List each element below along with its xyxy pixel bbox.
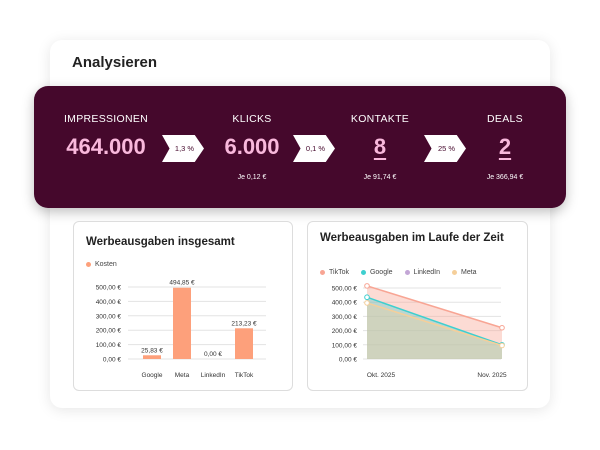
stage-value-link[interactable]: 2 (498, 134, 512, 159)
stage-value: 464.000 (66, 134, 146, 159)
data-label: 0,00 € (204, 351, 222, 358)
bar (235, 328, 253, 359)
stage-cost: Je 366,94 € (486, 174, 524, 181)
chart-title: Werbeausgaben insgesamt (86, 236, 235, 248)
legend-dot-icon (452, 269, 458, 275)
legend-label: Google (369, 269, 393, 276)
stage-label: IMPRESSIONEN (63, 113, 149, 125)
stage-label: KLICKS (232, 113, 272, 125)
bar-chart: 0,00 € 100,00 € 200,00 € 300,00 € 400,00 € 50… (96, 280, 266, 379)
area-tiktok (367, 285, 502, 359)
y-tick-label: 200,00 € (96, 328, 122, 335)
y-tick-label: 300,00 € (332, 314, 358, 321)
stage-cost: Je 0,12 € (237, 174, 267, 181)
x-tick-label: Nov. 2025 (477, 372, 507, 379)
stage-label: KONTAKTE (350, 113, 410, 125)
y-tick-label: 500,00 € (332, 286, 358, 293)
line-tiktok (366, 285, 503, 329)
legend-item[interactable]: Meta (452, 268, 477, 277)
stage-value: 6.000 (224, 134, 280, 159)
legend-item[interactable]: LinkedIn (404, 268, 441, 277)
bar (173, 287, 191, 359)
funnel-banner: IMPRESSIONEN 464.000 1,3 % KLICKS 6.000 … (34, 86, 566, 208)
legend-dot-icon (320, 269, 325, 275)
y-tick-label: 200,00 € (332, 328, 358, 335)
total-spend-panel: Werbeausgaben insgesamt Kosten 0,00 € 100… (73, 221, 293, 391)
legend-label: Kosten (95, 261, 117, 268)
data-point (499, 342, 505, 349)
data-label: 213,23 € (231, 320, 257, 327)
y-tick-label: 100,00 € (96, 342, 122, 349)
x-tick-label: Okt. 2025 (367, 372, 396, 379)
data-point (364, 283, 370, 289)
legend-label: Meta (461, 269, 477, 276)
y-tick-label: 400,00 € (96, 299, 122, 306)
y-tick-label: 0,00 € (339, 357, 357, 364)
chart-title: Werbeausgaben im Laufe der Zeit (320, 232, 504, 244)
data-point (499, 324, 505, 331)
x-tick-label: Google (142, 372, 163, 379)
area-chart: 0,00 € 100,00 € 200,00 € 300,00 € 400,00 € 50… (332, 283, 507, 379)
rate-arrow: 25 % (424, 135, 466, 162)
rate-arrow: 1,3 % (162, 135, 204, 162)
bar (143, 355, 161, 359)
legend-label: TikTok (329, 269, 349, 276)
data-point (364, 294, 370, 301)
legend-item[interactable]: Kosten (86, 260, 117, 269)
legend-item[interactable]: Google (360, 268, 393, 277)
y-tick-label: 300,00 € (96, 313, 122, 320)
spend-over-time-panel: Werbeausgaben im Laufe der Zeit TikTok Go… (307, 221, 528, 391)
page-title: Analysieren (72, 54, 158, 71)
y-tick-label: 400,00 € (332, 300, 358, 307)
legend-dot-icon (86, 261, 91, 267)
x-tick-label: TikTok (235, 372, 254, 379)
line-meta (366, 302, 503, 347)
legend-dot-icon (360, 269, 366, 275)
legend-label: LinkedIn (413, 269, 441, 276)
area-google (367, 297, 502, 359)
legend-dot-icon (404, 269, 410, 275)
rate-arrow: 0,1 % (293, 135, 335, 162)
area-meta (367, 302, 502, 359)
x-tick-label: LinkedIn (201, 372, 226, 379)
y-tick-label: 0,00 € (103, 357, 121, 364)
y-tick-label: 500,00 € (96, 285, 122, 292)
legend: Kosten (86, 260, 117, 269)
y-tick-label: 100,00 € (332, 342, 358, 349)
data-label: 25,83 € (141, 347, 163, 354)
data-point (364, 300, 370, 306)
x-tick-label: Meta (175, 372, 190, 379)
stage-value-link[interactable]: 8 (373, 134, 387, 159)
legend-item[interactable]: TikTok (320, 268, 349, 277)
data-label: 494,85 € (169, 280, 195, 287)
stage-cost: Je 91,74 € (363, 174, 397, 181)
stage-label: DEALS (487, 113, 523, 125)
legend: TikTok Google LinkedIn Meta (320, 268, 477, 277)
line-google (366, 296, 503, 346)
